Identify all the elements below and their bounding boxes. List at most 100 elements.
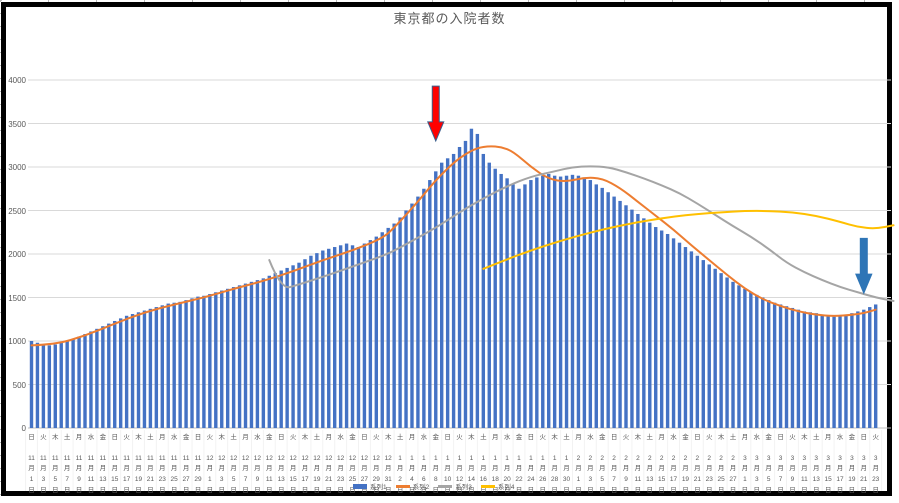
bar bbox=[107, 323, 111, 428]
bar bbox=[136, 312, 141, 428]
x-label-part: 23 bbox=[158, 476, 166, 483]
x-axis-date-label: 水 11 月 11 日 bbox=[85, 434, 97, 494]
bar bbox=[83, 334, 87, 428]
x-axis-date-label: 土 1 月 2 日 bbox=[394, 434, 406, 494]
x-label-part: 月 bbox=[147, 465, 154, 472]
x-label-part: 日 bbox=[28, 487, 35, 494]
bar bbox=[487, 162, 491, 428]
x-label-part: 月 bbox=[182, 465, 190, 472]
x-label-part: 火 bbox=[206, 434, 214, 441]
x-label-part: 日 bbox=[444, 487, 451, 494]
x-axis-date-label: 月 12 月 21 日 bbox=[323, 434, 335, 494]
x-axis-date-label: 木 12 月 31 日 bbox=[382, 434, 394, 494]
x-axis-date-label: 月 11 月 23 日 bbox=[156, 434, 168, 494]
bar bbox=[190, 298, 194, 428]
x-axis-date-label: 水 3 月 3 日 bbox=[751, 434, 763, 494]
x-label-part: 日 bbox=[63, 487, 71, 494]
x-axis-date-label: 月 3 月 1 日 bbox=[739, 434, 751, 494]
bar bbox=[677, 242, 682, 428]
x-label-part: 月 bbox=[575, 434, 582, 441]
x-label-part: 月 bbox=[824, 465, 832, 472]
bar bbox=[790, 307, 795, 428]
bar bbox=[772, 302, 777, 428]
bar bbox=[701, 260, 705, 428]
bar bbox=[618, 200, 622, 428]
x-label-part: 2 bbox=[600, 455, 605, 462]
x-label-part: 12 bbox=[265, 455, 273, 462]
y-axis-label: 500 bbox=[12, 380, 26, 390]
bar bbox=[796, 309, 801, 428]
series4-line bbox=[482, 209, 895, 270]
x-label-part: 月 bbox=[515, 465, 523, 472]
x-axis-date-label: 火 11 月 17 日 bbox=[121, 434, 133, 494]
x-axis-date-label: 土 1 月 30 日 bbox=[561, 434, 573, 494]
x-axis-date-label: 木 2 月 25 日 bbox=[715, 434, 727, 494]
x-label-part: 日 bbox=[111, 434, 118, 441]
x-label-part: 日 bbox=[361, 487, 368, 494]
x-label-part: 27 bbox=[729, 476, 737, 483]
x-label-part: 22 bbox=[515, 476, 523, 483]
x-axis-date-label: 土 2 月 13 日 bbox=[644, 434, 656, 494]
x-axis-date-label: 土 1 月 16 日 bbox=[477, 434, 489, 494]
bar bbox=[309, 255, 313, 428]
bar bbox=[29, 341, 34, 428]
x-label-part: 1 bbox=[529, 455, 533, 462]
x-axis-date-label: 月 3 月 15 日 bbox=[822, 434, 834, 494]
x-label-part: 月 bbox=[848, 465, 856, 472]
x-label-part: 2 bbox=[731, 455, 735, 462]
x-label-part: 水 bbox=[670, 434, 677, 441]
x-label-part: 2 bbox=[647, 455, 652, 462]
x-label-part: 木 bbox=[384, 434, 392, 441]
bar bbox=[279, 270, 283, 428]
x-axis-date-label: 金 2 月 19 日 bbox=[679, 434, 691, 494]
x-label-part: 日 bbox=[705, 487, 713, 494]
bar bbox=[118, 318, 123, 428]
bar bbox=[327, 248, 331, 428]
x-label-part: 月 bbox=[408, 465, 416, 472]
bar bbox=[445, 158, 450, 429]
x-label-part: 13 bbox=[812, 476, 820, 483]
x-label-part: 2 bbox=[659, 455, 664, 462]
y-axis-label: 3500 bbox=[8, 119, 26, 129]
bar bbox=[440, 162, 444, 428]
x-label-part: 土 bbox=[313, 434, 321, 441]
bar bbox=[665, 233, 670, 428]
x-axis-date-label: 火 1 月 12 日 bbox=[454, 434, 466, 494]
bar bbox=[570, 174, 575, 428]
x-label-part: 30 bbox=[562, 476, 571, 483]
bar bbox=[362, 243, 367, 428]
x-label-part: 月 bbox=[170, 465, 178, 472]
x-axis-date-label: 火 3 月 9 日 bbox=[786, 434, 798, 494]
legend-item-series1: 系列1 bbox=[353, 481, 387, 491]
x-label-part: 水 bbox=[170, 434, 178, 441]
x-label-part: 3 bbox=[814, 455, 819, 462]
x-label-part: 11 bbox=[111, 455, 119, 462]
x-axis-date-label: 木 1 月 14 日 bbox=[465, 434, 477, 494]
bar bbox=[499, 173, 503, 428]
x-label-part: 日 bbox=[194, 434, 202, 441]
x-label-part: 日 bbox=[52, 487, 59, 494]
x-label-part: 月 bbox=[301, 465, 309, 472]
x-label-part: 日 bbox=[551, 487, 558, 494]
x-label-part: 日 bbox=[40, 487, 47, 494]
x-label-part: 日 bbox=[159, 487, 166, 494]
x-label-part: 日 bbox=[575, 487, 582, 494]
x-label-part: 23 bbox=[705, 476, 713, 483]
x-label-part: 月 bbox=[551, 465, 558, 472]
x-label-part: 水 bbox=[420, 434, 428, 441]
x-label-part: 金 bbox=[848, 434, 856, 441]
x-label-part: 17 bbox=[122, 476, 131, 483]
x-label-part: 25 bbox=[717, 476, 725, 483]
x-label-part: 15 bbox=[111, 476, 119, 483]
x-label-part: 火 bbox=[622, 434, 630, 441]
x-label-part: 金 bbox=[182, 434, 190, 441]
x-label-part: 11 bbox=[87, 455, 95, 462]
x-label-part: 金 bbox=[598, 434, 606, 441]
x-axis-date-label: 水 3 月 17 日 bbox=[834, 434, 846, 494]
x-label-part: 5 bbox=[600, 476, 605, 483]
bar bbox=[493, 168, 497, 429]
bar bbox=[410, 203, 414, 428]
x-label-part: 金 bbox=[515, 434, 523, 441]
x-label-part: 26 bbox=[539, 476, 547, 483]
